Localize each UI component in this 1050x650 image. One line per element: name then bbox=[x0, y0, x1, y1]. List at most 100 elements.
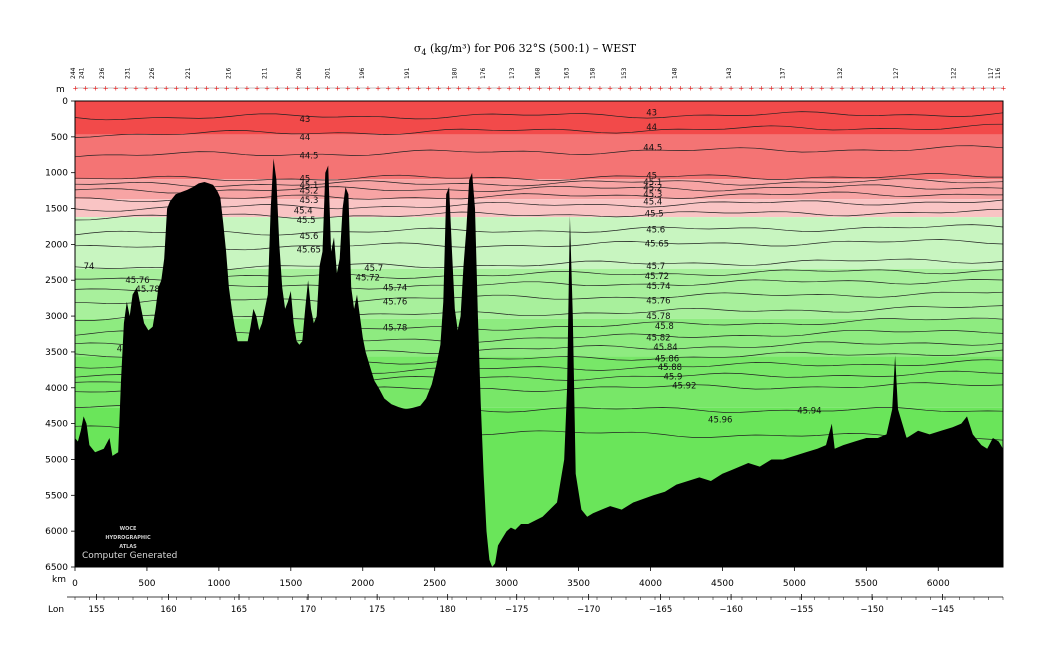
contour-label-38: 45.84 bbox=[653, 343, 677, 353]
density-band-4 bbox=[75, 217, 1003, 269]
contour-label-23: 45 bbox=[646, 172, 657, 182]
station-marker: + bbox=[426, 85, 432, 93]
contour-label-17: 45.76 bbox=[125, 276, 149, 286]
station-marker: + bbox=[194, 85, 200, 93]
contour-line-45-65 bbox=[75, 239, 1003, 251]
woce-logo-line-1: HYDROGRAPHIC bbox=[105, 535, 151, 541]
station-marker: + bbox=[516, 85, 522, 93]
station-marker: + bbox=[799, 85, 805, 93]
station-label-201: 201 bbox=[325, 67, 332, 79]
distance-tick-label-4000: 4000 bbox=[639, 579, 662, 589]
station-marker: + bbox=[436, 85, 442, 93]
station-marker: + bbox=[779, 85, 785, 93]
station-marker: + bbox=[355, 85, 361, 93]
station-marker: + bbox=[910, 85, 916, 93]
contour-label-5: 45.2 bbox=[299, 187, 318, 197]
station-label-163: 163 bbox=[563, 67, 570, 79]
station-marker: + bbox=[133, 85, 139, 93]
station-label-117: 117 bbox=[988, 67, 995, 79]
depth-tick-label-0: 0 bbox=[62, 97, 68, 107]
contour-line-45-7 bbox=[75, 258, 1003, 271]
station-marker: + bbox=[869, 85, 875, 93]
station-marker: + bbox=[547, 85, 553, 93]
contour-label-4: 45.1 bbox=[299, 181, 318, 191]
station-marker: + bbox=[254, 85, 260, 93]
station-marker: + bbox=[940, 85, 946, 93]
station-marker: + bbox=[335, 85, 341, 93]
station-label-244: 244 bbox=[70, 67, 77, 79]
station-markers: + + + + + + + + + + + + + + + + + + + + + + + + + + + + + + + + + + + + + + + +… bbox=[70, 67, 1007, 92]
station-label-143: 143 bbox=[726, 67, 733, 79]
station-marker: + bbox=[345, 85, 351, 93]
chart-title: σ4 (kg/m³) for P06 32°S (500:1) – WEST bbox=[0, 42, 1050, 57]
station-label-137: 137 bbox=[779, 67, 786, 79]
station-marker: + bbox=[789, 85, 795, 93]
seafloor-bathymetry bbox=[75, 158, 1003, 567]
station-marker: + bbox=[587, 85, 593, 93]
station-marker: + bbox=[113, 85, 119, 93]
station-marker: + bbox=[718, 85, 724, 93]
longitude-tick-label-160: 160 bbox=[160, 605, 176, 615]
depth-tick-label-6000: 6000 bbox=[45, 527, 68, 537]
longitude-tick-label-165: 165 bbox=[231, 605, 247, 615]
plot-frame bbox=[74, 100, 1004, 568]
contour-label-21: 44 bbox=[646, 123, 657, 133]
contour-label-36: 45.8 bbox=[655, 322, 674, 332]
longitude-tick-label-−160: −160 bbox=[719, 605, 742, 615]
depth-tick-label-6500: 6500 bbox=[45, 563, 68, 573]
contour-label-12: 45.72 bbox=[356, 273, 380, 283]
longitude-tick-label-180: 180 bbox=[440, 605, 456, 615]
contour-label-3: 45 bbox=[299, 174, 310, 184]
contour-label-42: 45.92 bbox=[672, 382, 696, 392]
contour-label-40: 45.88 bbox=[658, 363, 682, 373]
plot-border bbox=[74, 100, 1004, 568]
station-marker: + bbox=[526, 85, 532, 93]
station-marker: + bbox=[214, 85, 220, 93]
contour-label-11: 45.7 bbox=[364, 264, 383, 274]
station-marker: + bbox=[264, 85, 270, 93]
station-label-173: 173 bbox=[509, 67, 516, 79]
station-marker: + bbox=[83, 85, 89, 93]
contour-label-43: 45.94 bbox=[797, 407, 821, 417]
station-marker: + bbox=[224, 85, 230, 93]
contour-label-26: 45.3 bbox=[643, 190, 662, 200]
station-label-122: 122 bbox=[951, 67, 958, 79]
station-marker: + bbox=[234, 85, 240, 93]
longitude-tick-label-−145: −145 bbox=[931, 605, 954, 615]
contour-label-34: 45.76 bbox=[646, 296, 670, 306]
station-marker: + bbox=[920, 85, 926, 93]
contour-line-44 bbox=[75, 123, 1003, 138]
station-label-132: 132 bbox=[837, 67, 844, 79]
station-marker: + bbox=[728, 85, 734, 93]
station-marker: + bbox=[829, 85, 835, 93]
station-marker: + bbox=[627, 85, 633, 93]
station-label-236: 236 bbox=[99, 67, 106, 79]
distance-tick-label-6000: 6000 bbox=[927, 579, 950, 589]
depth-tick-label-4000: 4000 bbox=[45, 384, 68, 394]
distance-tick-label-4500: 4500 bbox=[711, 579, 734, 589]
station-marker: + bbox=[153, 85, 159, 93]
contour-label-0: 43 bbox=[299, 115, 310, 125]
station-marker: + bbox=[990, 85, 996, 93]
station-label-168: 168 bbox=[535, 67, 542, 79]
station-label-148: 148 bbox=[671, 67, 678, 79]
contour-label-16: 74 bbox=[84, 262, 95, 272]
contour-label-30: 45.65 bbox=[645, 240, 669, 250]
station-marker: + bbox=[748, 85, 754, 93]
station-label-153: 153 bbox=[621, 67, 628, 79]
distance-tick-label-5000: 5000 bbox=[783, 579, 806, 589]
contour-line-44-5 bbox=[75, 145, 1003, 158]
station-label-191: 191 bbox=[404, 67, 411, 79]
longitude-tick-label-155: 155 bbox=[88, 605, 104, 615]
distance-tick-label-2000: 2000 bbox=[351, 579, 374, 589]
station-label-216: 216 bbox=[225, 67, 232, 79]
contour-line-45 bbox=[75, 173, 1003, 182]
station-label-158: 158 bbox=[589, 67, 596, 79]
station-marker: + bbox=[960, 85, 966, 93]
contour-label-39: 45.86 bbox=[655, 354, 679, 364]
station-marker: + bbox=[73, 85, 79, 93]
computer-generated-credit: Computer Generated bbox=[82, 551, 177, 561]
longitude-tick-label-−170: −170 bbox=[577, 605, 600, 615]
contour-label-10: 45.65 bbox=[297, 245, 321, 255]
station-marker: + bbox=[980, 85, 986, 93]
